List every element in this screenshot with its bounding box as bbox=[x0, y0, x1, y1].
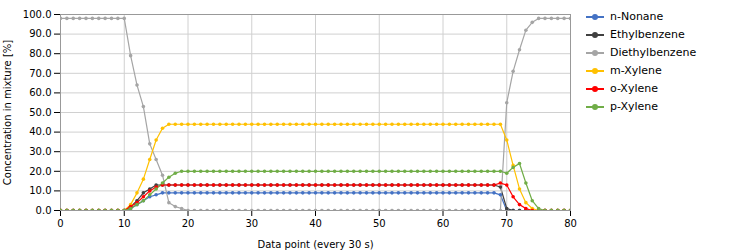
svg-text:10.0: 10.0 bbox=[29, 185, 51, 196]
svg-text:20.0: 20.0 bbox=[29, 166, 51, 177]
svg-text:10: 10 bbox=[118, 218, 131, 229]
svg-text:70: 70 bbox=[500, 218, 513, 229]
svg-text:60: 60 bbox=[437, 218, 450, 229]
svg-text:80.0: 80.0 bbox=[29, 48, 51, 59]
html-text:m-Xylene: m-Xylene bbox=[610, 64, 662, 77]
svg-text:Concentration in mixture [%]: Concentration in mixture [%] bbox=[2, 40, 13, 186]
svg-text:50: 50 bbox=[373, 218, 386, 229]
svg-text:30.0: 30.0 bbox=[29, 146, 51, 157]
svg-text:80: 80 bbox=[564, 218, 577, 229]
svg-text:30: 30 bbox=[245, 218, 258, 229]
svg-text:0: 0 bbox=[57, 218, 63, 229]
html-text:p-Xylene: p-Xylene bbox=[610, 100, 658, 113]
svg-text:90.0: 90.0 bbox=[29, 28, 51, 39]
svg-text:20: 20 bbox=[182, 218, 195, 229]
html-text:n-Nonane: n-Nonane bbox=[610, 10, 664, 23]
html-text:Diethylbenzene: Diethylbenzene bbox=[610, 46, 697, 59]
svg-text:50.0: 50.0 bbox=[29, 107, 51, 118]
svg-text:40.0: 40.0 bbox=[29, 126, 51, 137]
html-text:o-Xylene: o-Xylene bbox=[610, 82, 658, 95]
html-text:Ethylbenzene: Ethylbenzene bbox=[610, 28, 685, 41]
svg-text:Data point (every 30 s): Data point (every 30 s) bbox=[257, 239, 373, 250]
svg-text:40: 40 bbox=[309, 218, 322, 229]
svg-text:70.0: 70.0 bbox=[29, 68, 51, 79]
svg-text:100.0: 100.0 bbox=[23, 9, 52, 20]
svg-text:0.0: 0.0 bbox=[36, 205, 52, 216]
svg-text:60.0: 60.0 bbox=[29, 87, 51, 98]
